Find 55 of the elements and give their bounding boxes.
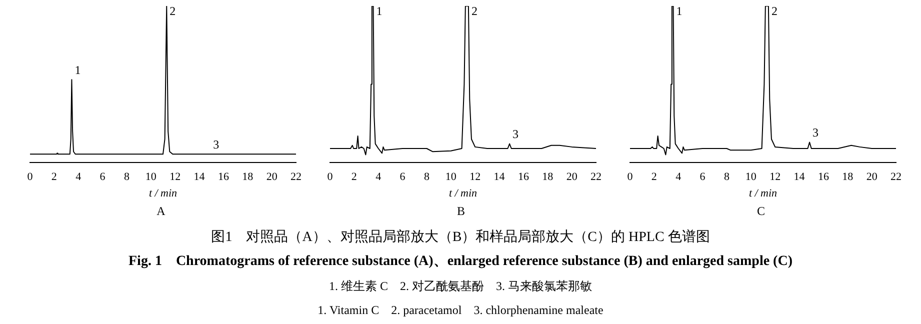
text: 1. Vitamin C 2. paracetamol 3. chlorphenamine maleate bbox=[316, 302, 604, 319]
x-tick-label: 18 bbox=[542, 171, 554, 184]
x-tick-label: 22 bbox=[290, 171, 302, 184]
caption: Fig. 1 Chromatograms of reference substance (A)、enlarged reference substance (B) and enlarged sample (C) bbox=[128, 253, 794, 271]
x-tick-label: 14 bbox=[194, 171, 206, 184]
annotation: 1 bbox=[676, 4, 682, 18]
annotation: 3 bbox=[213, 137, 220, 152]
annotation: 2 bbox=[170, 4, 176, 18]
x-axis-title: t / min bbox=[448, 187, 478, 200]
annotation: 1 bbox=[376, 4, 382, 18]
x-tick-label: 6 bbox=[400, 171, 406, 184]
x-tick-label: 16 bbox=[818, 171, 830, 184]
x-axis-title: t / min bbox=[148, 187, 178, 200]
x-tick-label: 14 bbox=[794, 171, 806, 184]
x-tick-label: 6 bbox=[700, 171, 706, 184]
x-tick-label: 20 bbox=[866, 171, 878, 184]
text: 1. 维生素 C 2. 对乙酰氨基酚 3. 马来酸氯苯那敏 bbox=[328, 278, 593, 295]
x-tick-label: 10 bbox=[445, 171, 457, 184]
x-tick-label: 10 bbox=[745, 171, 757, 184]
x-tick-label: 0 bbox=[27, 171, 34, 184]
x-tick-label: 12 bbox=[470, 171, 481, 184]
x-tick-label: 2 bbox=[651, 171, 657, 184]
x-tick-label: 8 bbox=[424, 171, 430, 184]
x-tick-label: 14 bbox=[494, 171, 506, 184]
x-tick-label: 18 bbox=[842, 171, 854, 184]
text: B bbox=[456, 204, 466, 219]
text: C bbox=[756, 204, 766, 219]
x-tick-label: 22 bbox=[890, 171, 902, 184]
x-tick-label: 4 bbox=[376, 171, 382, 184]
x-tick-label: 8 bbox=[124, 171, 130, 184]
annotation: 1 bbox=[74, 62, 81, 77]
x-tick-label: 22 bbox=[590, 171, 602, 184]
text: A bbox=[156, 204, 166, 219]
x-tick-label: 8 bbox=[724, 171, 730, 184]
x-tick-label: 0 bbox=[327, 171, 334, 184]
x-tick-label: 6 bbox=[100, 171, 106, 184]
x-tick-label: 20 bbox=[266, 171, 278, 184]
x-tick-label: 2 bbox=[351, 171, 357, 184]
x-tick-label: 10 bbox=[145, 171, 157, 184]
x-tick-label: 2 bbox=[51, 171, 57, 184]
x-axis-title: t / min bbox=[748, 187, 778, 200]
x-tick-label: 20 bbox=[566, 171, 578, 184]
annotation: 3 bbox=[512, 126, 519, 141]
x-tick-label: 0 bbox=[627, 171, 634, 184]
annotation: 3 bbox=[812, 125, 819, 140]
x-tick-label: 12 bbox=[170, 171, 181, 184]
x-tick-label: 16 bbox=[218, 171, 230, 184]
x-tick-label: 4 bbox=[76, 171, 82, 184]
x-tick-label: 4 bbox=[676, 171, 682, 184]
x-tick-label: 18 bbox=[242, 171, 254, 184]
annotation: 2 bbox=[771, 4, 778, 18]
annotation: 2 bbox=[471, 4, 478, 18]
caption: 图1 对照品（A）、对照品局部放大（B）和样品局部放大（C）的 HPLC 色谱图 bbox=[210, 228, 711, 247]
x-tick-label: 16 bbox=[518, 171, 530, 184]
x-tick-label: 12 bbox=[770, 171, 781, 184]
